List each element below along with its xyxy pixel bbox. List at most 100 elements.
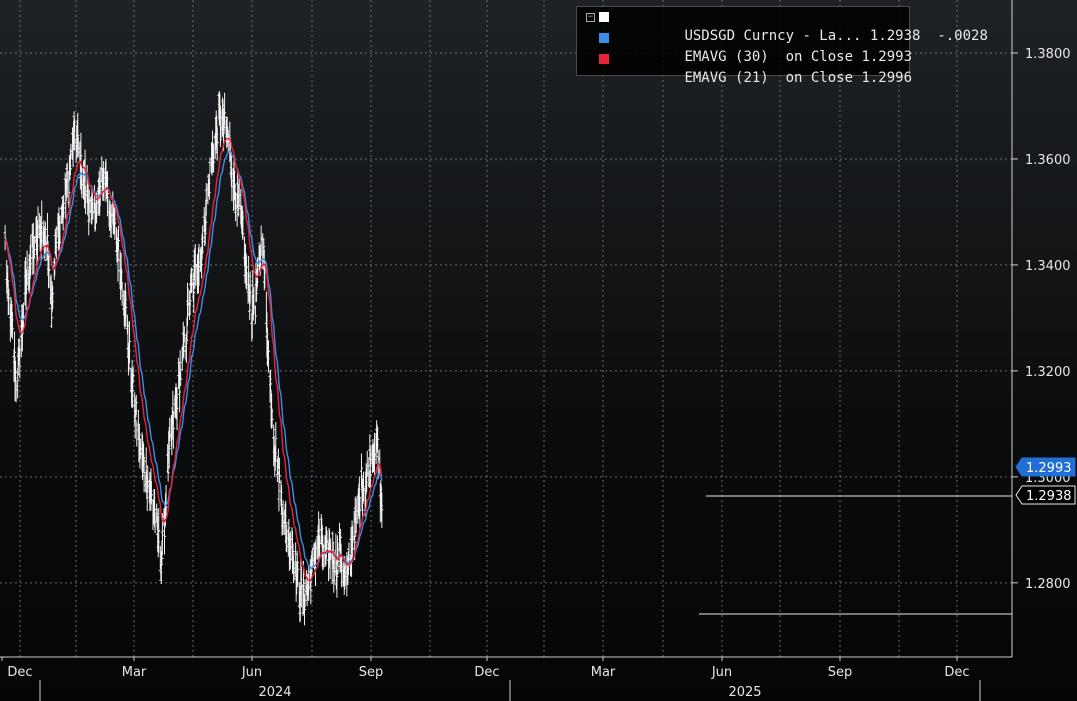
price-tag-ema: 1.2993 xyxy=(1015,457,1076,477)
price-bar xyxy=(253,305,257,325)
price-bar xyxy=(135,419,139,447)
price-bar xyxy=(287,518,291,541)
price-bar xyxy=(91,201,95,220)
legend-collapse-icon[interactable]: − xyxy=(586,12,595,22)
price-bar xyxy=(116,244,120,282)
price-bar xyxy=(127,321,131,364)
price-bar xyxy=(185,317,189,343)
price-bar xyxy=(284,531,288,552)
legend-text-price: USDSGD Curncy - La... 1.2938 -.0028 xyxy=(684,28,988,44)
price-bar xyxy=(380,492,384,529)
price-bar xyxy=(362,471,366,502)
price-bar xyxy=(358,496,362,529)
price-bar xyxy=(117,225,121,251)
price-bar xyxy=(69,143,73,160)
x-tick-label: Jun xyxy=(241,665,262,680)
price-bar xyxy=(277,471,281,512)
x-tick-label: Dec xyxy=(944,665,969,680)
price-bar xyxy=(76,112,80,149)
price-bar xyxy=(149,481,153,505)
price-bar xyxy=(186,287,190,317)
price-bar xyxy=(14,360,18,382)
price-bar xyxy=(179,371,183,387)
price-bar xyxy=(32,236,36,258)
price-bar xyxy=(280,484,284,514)
price-bar xyxy=(192,282,196,314)
y-tick-label: 1.2800 xyxy=(1025,577,1071,592)
price-bar xyxy=(248,271,252,305)
price-bar xyxy=(64,179,68,219)
price-bar xyxy=(142,457,146,493)
price-bar xyxy=(120,283,124,306)
price-bar xyxy=(303,593,307,626)
price-bar xyxy=(166,464,170,482)
y-tick-label: 1.3200 xyxy=(1025,365,1071,380)
price-bar xyxy=(175,387,179,431)
price-bar xyxy=(62,194,66,218)
price-bar xyxy=(200,250,204,279)
price-bar xyxy=(354,513,358,538)
price-bar xyxy=(188,291,192,316)
x-tick-label: Mar xyxy=(122,665,147,680)
price-bar xyxy=(156,535,160,558)
price-bar xyxy=(178,350,182,380)
price-bar xyxy=(72,111,76,132)
x-tick-label: Dec xyxy=(474,665,499,680)
price-bar xyxy=(241,210,245,241)
price-bar xyxy=(332,559,336,593)
price-bar xyxy=(40,200,44,245)
price-bar xyxy=(164,485,168,517)
price-bar xyxy=(167,426,171,469)
price-tag-label: 1.2993 xyxy=(1026,461,1072,476)
grid xyxy=(0,0,1012,657)
y-tick-label: 1.3600 xyxy=(1025,153,1071,168)
price-bar xyxy=(247,255,251,290)
legend-swatch-ema30 xyxy=(599,33,609,43)
price-bar xyxy=(125,314,129,335)
price-tags: 1.2993 1.2938 xyxy=(1015,457,1076,505)
price-bar xyxy=(51,285,55,310)
price-bar xyxy=(189,268,193,293)
price-bar xyxy=(6,265,10,288)
legend[interactable]: − USDSGD Curncy - La... 1.2938 -.0028 EM… xyxy=(576,6,988,86)
y-tick-label: 1.3800 xyxy=(1025,47,1071,62)
price-bar xyxy=(208,157,212,174)
price-bar xyxy=(295,550,299,585)
price-bar xyxy=(270,393,274,429)
price-bar xyxy=(10,312,14,339)
price-bar xyxy=(124,291,128,327)
price-bar xyxy=(25,250,29,286)
x-year-label: 2024 xyxy=(258,685,291,700)
ema21-line xyxy=(4,137,383,583)
price-bar xyxy=(298,591,302,623)
x-tick-label: Sep xyxy=(828,665,853,680)
price-tag-last: 1.2938 xyxy=(1015,485,1076,505)
price-bar xyxy=(7,288,11,315)
price-bar xyxy=(203,219,207,245)
price-bar xyxy=(157,507,161,553)
price-bar xyxy=(335,569,339,598)
price-bar xyxy=(367,457,371,487)
price-bar xyxy=(18,347,22,379)
price-bar xyxy=(171,411,175,449)
price-bar xyxy=(262,237,266,256)
price-bar xyxy=(134,394,138,416)
price-bar xyxy=(325,530,329,550)
price-bar xyxy=(248,289,252,320)
price-bar xyxy=(184,333,188,363)
price-bar xyxy=(284,500,288,544)
price-bar xyxy=(50,302,54,328)
price-bar xyxy=(207,173,211,200)
price-bar xyxy=(243,243,247,264)
price-bar xyxy=(331,531,335,564)
price-bar xyxy=(266,340,270,373)
price-series xyxy=(3,91,384,626)
price-tag-label: 1.2938 xyxy=(1026,489,1072,504)
price-bar xyxy=(13,331,17,372)
price-bar xyxy=(288,537,292,565)
price-bar xyxy=(160,540,164,566)
price-bar xyxy=(233,183,237,211)
price-bar xyxy=(182,331,186,359)
price-bar xyxy=(279,479,283,507)
